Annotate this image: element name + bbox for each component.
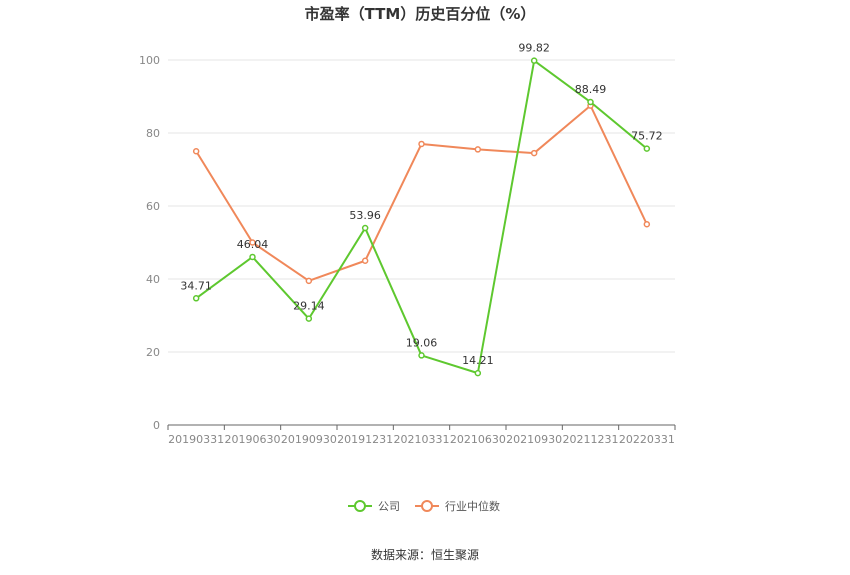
- data-point: [249, 253, 256, 261]
- x-tick-label: 20190331: [168, 433, 224, 446]
- data-label: 34.71: [180, 279, 212, 292]
- y-tick-label: 20: [146, 346, 160, 359]
- data-point: [249, 239, 256, 246]
- series-line: [195, 104, 648, 282]
- x-tick-label: 20210930: [506, 433, 562, 446]
- chart-title: 市盈率（TTM）历史百分位（%）: [305, 5, 536, 23]
- y-tick-label: 40: [146, 273, 160, 286]
- data-point: [587, 98, 594, 106]
- x-tick-label: 20220331: [619, 433, 675, 446]
- x-tick-label: 20210331: [394, 433, 450, 446]
- x-tick-label: 20190630: [225, 433, 281, 446]
- data-point: [530, 57, 538, 64]
- series-line: [195, 59, 648, 375]
- legend-item[interactable]: 公司: [348, 500, 400, 513]
- data-label: 19.06: [406, 336, 438, 349]
- data-point: [305, 315, 313, 322]
- data-point: [530, 149, 538, 157]
- legend[interactable]: 公司 行业中位数: [348, 499, 500, 513]
- grid: [168, 59, 675, 353]
- source-text: 数据来源：恒生聚源: [371, 547, 479, 562]
- data-point: [418, 352, 425, 359]
- data-label: 14.21: [462, 354, 494, 367]
- data-point: [361, 257, 369, 264]
- x-tick-label: 20210630: [450, 433, 506, 446]
- y-axis: 0 20 40 60 80 100: [139, 54, 160, 432]
- x-tick-label: 20191231: [337, 433, 393, 446]
- data-point: [474, 146, 482, 153]
- data-point: [643, 145, 651, 152]
- y-tick-label: 0: [153, 419, 160, 432]
- series-layer: 34.71 46.04 29.14 53.96 19.06 14.21 99.82 88.49…: [180, 42, 663, 377]
- legend-item[interactable]: 行业中位数: [415, 499, 500, 513]
- data-point: [643, 221, 651, 228]
- y-tick-label: 60: [146, 200, 160, 213]
- x-axis: 20190331 20190630 20190930 20191231 20210331…: [167, 424, 676, 446]
- x-tick-label: 20211231: [563, 433, 619, 446]
- data-point: [418, 140, 425, 148]
- data-label: 88.49: [575, 83, 607, 96]
- data-point: [361, 224, 369, 232]
- legend-label: 公司: [378, 500, 400, 513]
- legend-marker: [421, 500, 433, 512]
- data-label: 46.04: [237, 238, 269, 251]
- y-tick-label: 100: [139, 54, 160, 67]
- data-label: 99.82: [518, 42, 550, 55]
- x-tick-label: 20190930: [281, 433, 337, 446]
- data-point: [192, 295, 200, 302]
- legend-label: 行业中位数: [445, 499, 500, 513]
- data-label: 75.72: [631, 130, 663, 143]
- y-tick-label: 80: [146, 127, 160, 140]
- legend-marker: [354, 500, 366, 512]
- data-point: [192, 148, 200, 155]
- data-point: [305, 277, 313, 285]
- data-label: 29.14: [293, 300, 325, 313]
- data-point: [474, 369, 482, 377]
- data-label: 53.96: [349, 209, 381, 222]
